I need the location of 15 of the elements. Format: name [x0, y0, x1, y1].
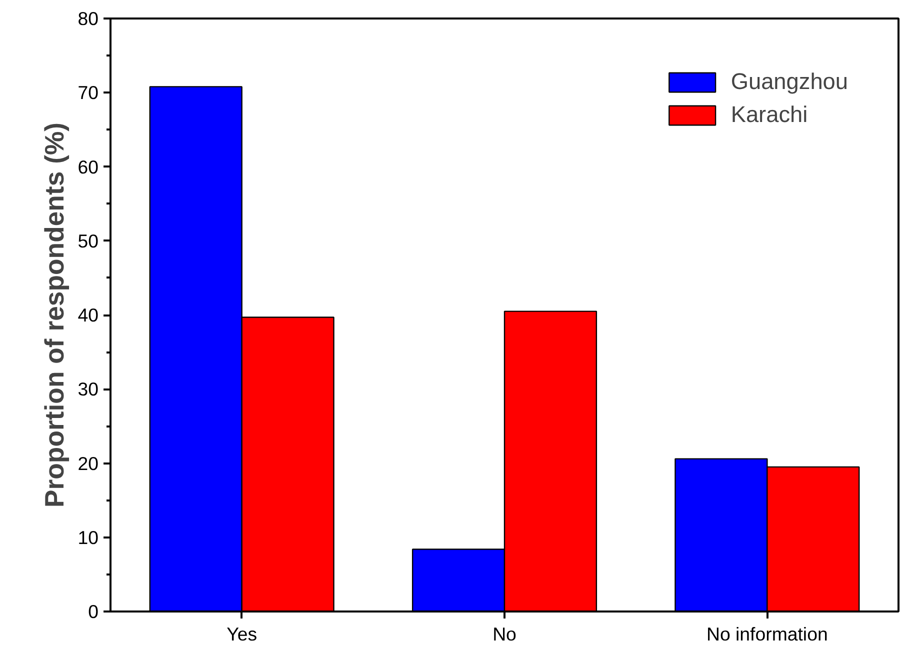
y-tick-label: 20: [78, 452, 99, 474]
legend-label: Karachi: [730, 101, 808, 128]
y-tick-label: 60: [78, 156, 99, 178]
y-tick-label: 0: [88, 601, 99, 622]
legend-label: Guangzhou: [730, 68, 848, 95]
x-tick-label: Yes: [226, 624, 258, 644]
y-axis-title: Proportion of respondents (%): [40, 122, 70, 508]
y-tick-label: 30: [78, 378, 99, 400]
y-tick-label: 80: [78, 8, 99, 29]
x-tick-label: No information: [706, 624, 828, 644]
y-tick-label: 70: [78, 82, 99, 104]
y-tick-label: 40: [78, 304, 99, 326]
y-tick-label: 50: [78, 230, 99, 252]
x-tick-label: No: [492, 624, 516, 644]
y-tick-label: 10: [78, 526, 99, 548]
